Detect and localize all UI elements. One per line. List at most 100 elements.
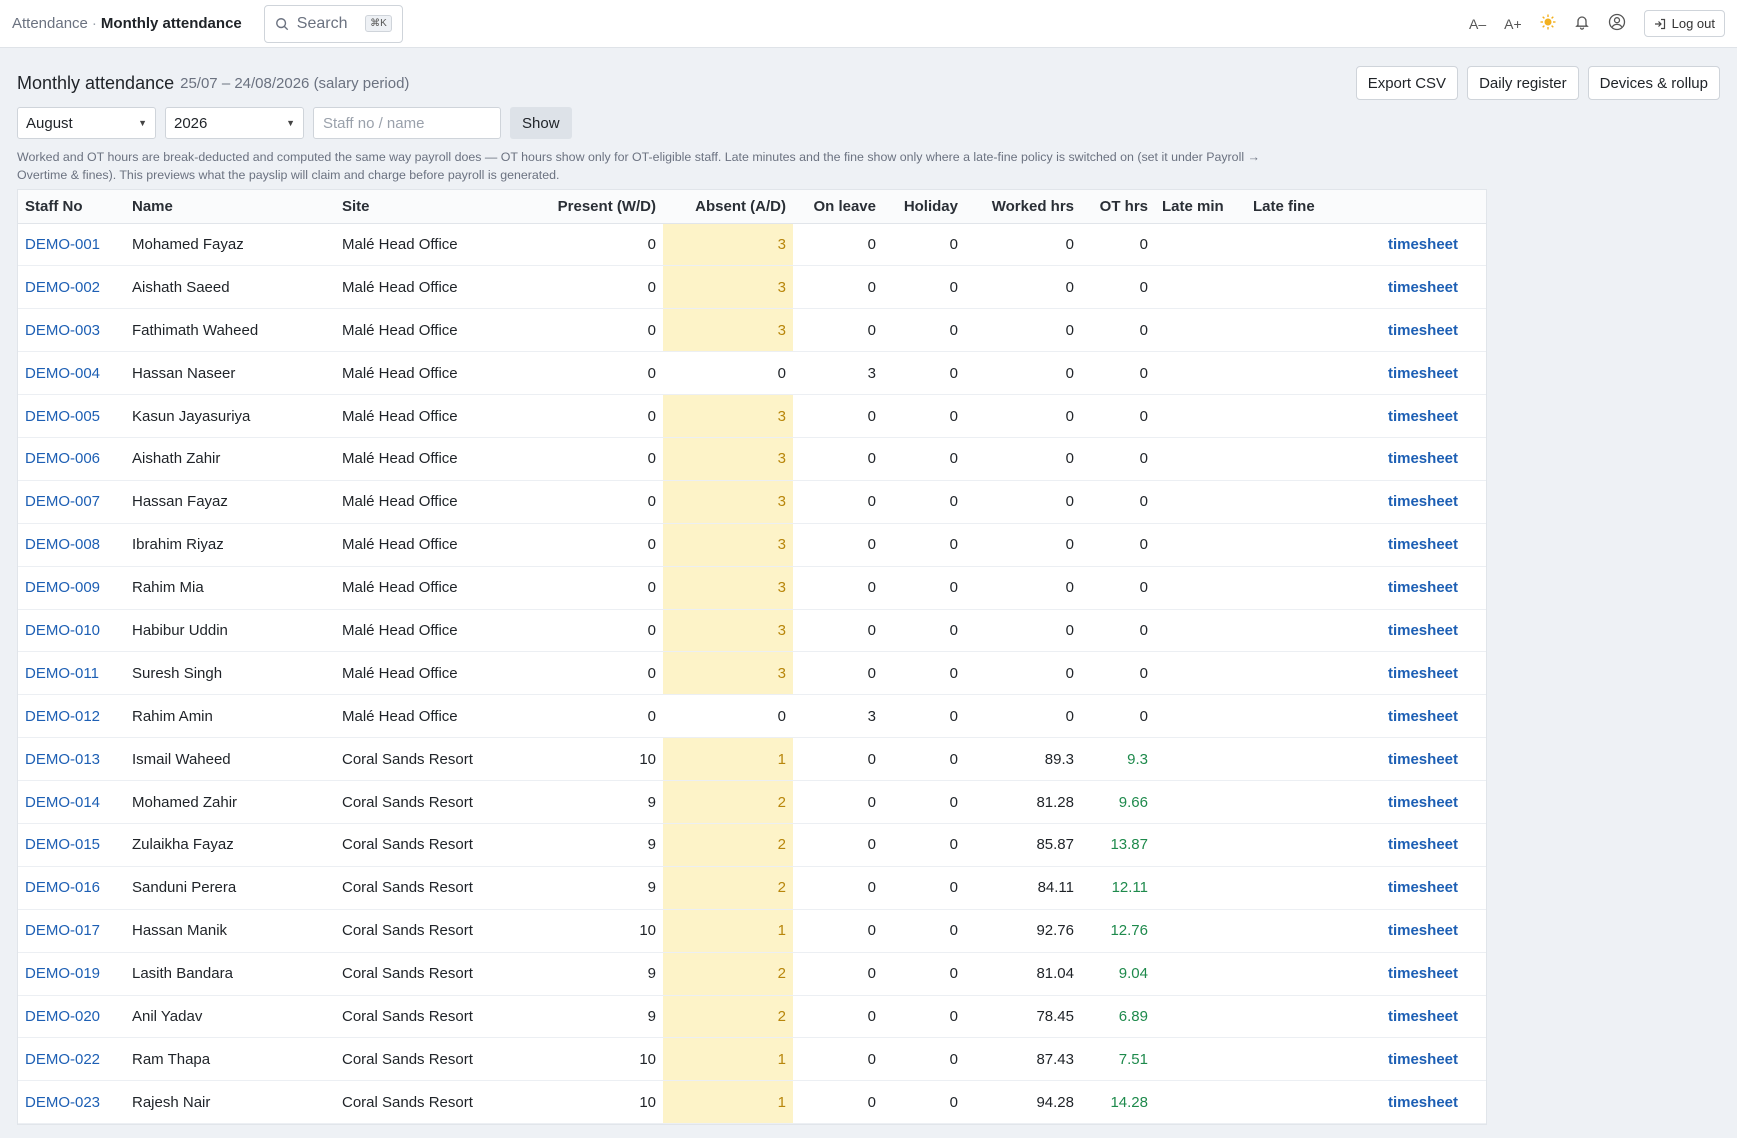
timesheet-link[interactable]: timesheet: [1336, 308, 1486, 353]
timesheet-link[interactable]: timesheet: [1336, 480, 1486, 524]
export-csv-button[interactable]: Export CSV: [1355, 66, 1459, 100]
timesheet-link[interactable]: timesheet: [1336, 437, 1486, 481]
timesheet-link[interactable]: timesheet: [1336, 694, 1486, 739]
column-header[interactable]: Staff No: [18, 190, 125, 224]
timesheet-link[interactable]: timesheet: [1336, 1037, 1486, 1082]
staff-no-link[interactable]: DEMO-017: [18, 909, 125, 953]
late-fine: [1246, 737, 1336, 782]
table-row: DEMO-013 Ismail Waheed Coral Sands Resort 1…: [18, 737, 1486, 782]
late-minutes: [1155, 737, 1246, 782]
table-row: DEMO-002 Aishath Saeed Malé Head Office 0 3 0…: [18, 265, 1486, 310]
timesheet-link[interactable]: timesheet: [1336, 737, 1486, 782]
timesheet-link[interactable]: timesheet: [1336, 909, 1486, 953]
present-count: 0: [541, 265, 663, 310]
timesheet-link[interactable]: timesheet: [1336, 780, 1486, 824]
late-minutes: [1155, 1037, 1246, 1082]
column-header[interactable]: Late fine: [1246, 190, 1336, 224]
logout-button[interactable]: Log out: [1643, 10, 1725, 37]
absent-count: 2: [663, 866, 793, 910]
table-row: DEMO-001 Mohamed Fayaz Malé Head Office 0 3 0…: [18, 223, 1486, 267]
column-header[interactable]: Worked hrs: [965, 190, 1081, 224]
timesheet-link[interactable]: timesheet: [1336, 609, 1486, 653]
ot-hours: 0: [1081, 694, 1155, 739]
breadcrumb-parent[interactable]: Attendance: [12, 15, 88, 32]
staff-no-link[interactable]: DEMO-011: [18, 651, 125, 696]
absent-count: 3: [663, 566, 793, 610]
timesheet-link[interactable]: timesheet: [1336, 265, 1486, 310]
staff-no-link[interactable]: DEMO-002: [18, 265, 125, 310]
staff-no-link[interactable]: DEMO-005: [18, 394, 125, 438]
top-right-controls: A– A+: [1469, 10, 1725, 37]
staff-no-link[interactable]: DEMO-013: [18, 737, 125, 782]
table-header-row: Staff No Name Site Present (W/D) Absent …: [18, 190, 1486, 224]
absent-count: 3: [663, 609, 793, 653]
staff-no-link[interactable]: DEMO-006: [18, 437, 125, 481]
staff-no-link[interactable]: DEMO-010: [18, 609, 125, 653]
timesheet-link[interactable]: timesheet: [1336, 995, 1486, 1039]
notifications-button[interactable]: [1574, 14, 1590, 33]
staff-no-link[interactable]: DEMO-008: [18, 523, 125, 567]
month-select[interactable]: August ▼: [17, 107, 156, 139]
search-button[interactable]: Search ⌘K: [263, 4, 403, 43]
column-header[interactable]: Holiday: [883, 190, 965, 224]
staff-no-link[interactable]: DEMO-014: [18, 780, 125, 824]
column-header[interactable]: OT hrs: [1081, 190, 1155, 224]
daily-register-button[interactable]: Daily register: [1467, 66, 1579, 100]
timesheet-link[interactable]: timesheet: [1336, 866, 1486, 910]
show-button[interactable]: Show: [510, 107, 572, 139]
absent-count: 0: [663, 351, 793, 396]
timesheet-link[interactable]: timesheet: [1336, 394, 1486, 438]
late-fine: [1246, 609, 1336, 653]
timesheet-link[interactable]: timesheet: [1336, 523, 1486, 567]
timesheet-link[interactable]: timesheet: [1336, 566, 1486, 610]
staff-no-link[interactable]: DEMO-009: [18, 566, 125, 610]
late-minutes: [1155, 437, 1246, 481]
font-smaller-button[interactable]: A–: [1468, 15, 1487, 32]
staff-no-link[interactable]: DEMO-003: [18, 308, 125, 353]
staff-search-input[interactable]: [313, 107, 501, 139]
absent-count: 1: [663, 909, 793, 953]
staff-no-link[interactable]: DEMO-012: [18, 694, 125, 739]
staff-no-link[interactable]: DEMO-007: [18, 480, 125, 524]
staff-no-link[interactable]: DEMO-004: [18, 351, 125, 396]
timesheet-link[interactable]: timesheet: [1336, 651, 1486, 696]
theme-toggle[interactable]: [1540, 14, 1556, 33]
year-select[interactable]: 2026 ▼: [165, 107, 304, 139]
staff-no-link[interactable]: DEMO-020: [18, 995, 125, 1039]
present-count: 9: [541, 952, 663, 996]
timesheet-link[interactable]: timesheet: [1336, 952, 1486, 996]
ot-hours: 0: [1081, 437, 1155, 481]
holiday-count: 0: [883, 480, 965, 524]
worked-hours: 87.43: [965, 1037, 1081, 1082]
ot-hours: 0: [1081, 265, 1155, 310]
column-header[interactable]: Present (W/D): [541, 190, 663, 224]
timesheet-link[interactable]: timesheet: [1336, 823, 1486, 867]
timesheet-link[interactable]: timesheet: [1336, 351, 1486, 396]
leave-count: 0: [793, 952, 883, 996]
staff-no-link[interactable]: DEMO-001: [18, 223, 125, 267]
column-header[interactable]: Absent (A/D): [663, 190, 793, 224]
leave-count: 0: [793, 651, 883, 696]
staff-no-link[interactable]: DEMO-015: [18, 823, 125, 867]
salary-period: 25/07 – 24/08/2026 (salary period): [180, 74, 410, 92]
font-larger-button[interactable]: A+: [1504, 15, 1522, 32]
staff-no-link[interactable]: DEMO-023: [18, 1080, 125, 1125]
account-button[interactable]: [1608, 13, 1626, 34]
leave-count: 0: [793, 223, 883, 267]
column-header[interactable]: Site: [335, 190, 541, 224]
column-header[interactable]: Name: [125, 190, 335, 224]
staff-no-link[interactable]: DEMO-016: [18, 866, 125, 910]
devices-rollup-button[interactable]: Devices & rollup: [1587, 66, 1720, 100]
late-minutes: [1155, 909, 1246, 953]
chevron-down-icon: ▼: [286, 118, 295, 128]
column-header[interactable]: On leave: [793, 190, 883, 224]
column-header[interactable]: Late min: [1155, 190, 1246, 224]
logout-label: Log out: [1671, 16, 1715, 31]
staff-no-link[interactable]: DEMO-019: [18, 952, 125, 996]
staff-no-link[interactable]: DEMO-022: [18, 1037, 125, 1082]
late-minutes: [1155, 566, 1246, 610]
timesheet-link[interactable]: timesheet: [1336, 1080, 1486, 1125]
present-count: 0: [541, 523, 663, 567]
holiday-count: 0: [883, 394, 965, 438]
timesheet-link[interactable]: timesheet: [1336, 223, 1486, 267]
